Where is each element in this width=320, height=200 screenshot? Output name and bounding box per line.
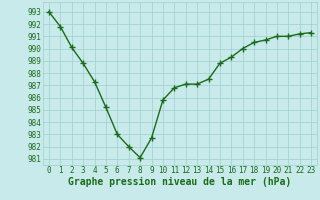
X-axis label: Graphe pression niveau de la mer (hPa): Graphe pression niveau de la mer (hPa) <box>68 177 292 187</box>
